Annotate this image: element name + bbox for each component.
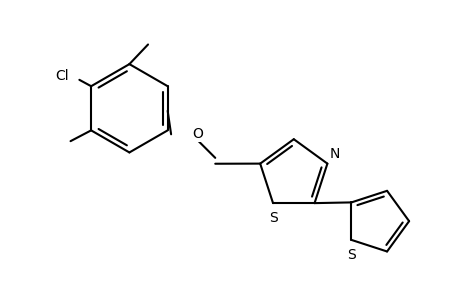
Text: S: S bbox=[346, 248, 355, 262]
Text: Cl: Cl bbox=[55, 69, 68, 83]
Text: N: N bbox=[329, 147, 340, 161]
Text: O: O bbox=[192, 127, 203, 141]
Text: S: S bbox=[268, 212, 277, 226]
